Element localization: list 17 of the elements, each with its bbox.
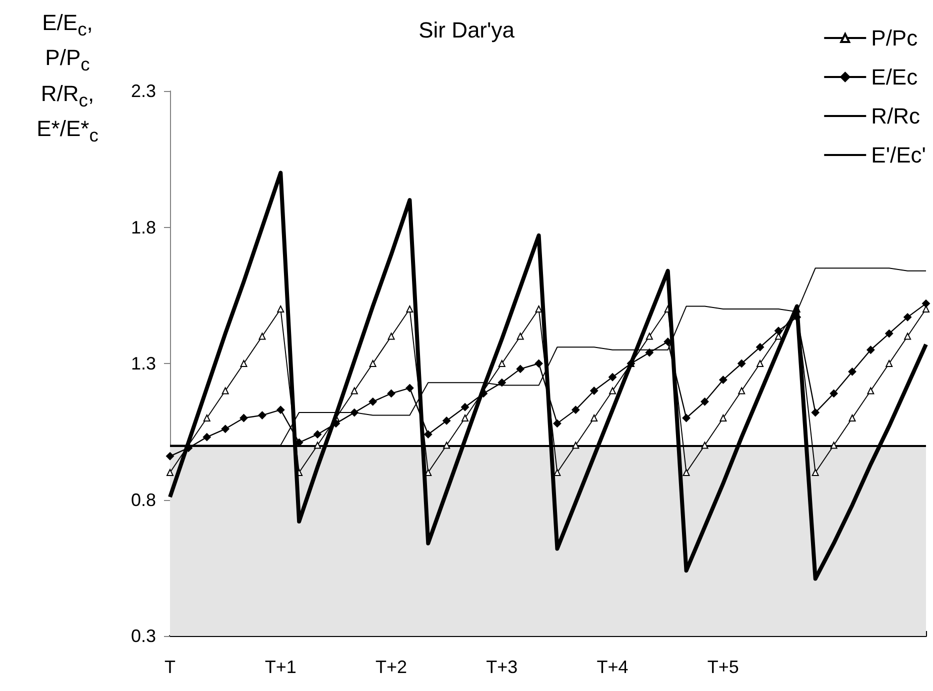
- legend-label: P/Pc: [871, 26, 918, 50]
- x-tick-label: T+2: [376, 657, 408, 677]
- y-tick-label: 1.3: [130, 354, 156, 374]
- y-tick-label: 0.3: [130, 626, 156, 646]
- chart-title: Sir Dar'ya: [418, 18, 516, 42]
- legend-label: E'/Ec': [871, 142, 926, 168]
- x-tick-label: T: [164, 657, 176, 677]
- x-tick-label: T+4: [596, 657, 628, 677]
- legend-label: E/Ec: [871, 64, 918, 90]
- y-tick-label: 0.8: [130, 490, 156, 510]
- text: E/E$_{c}$, P/P$_{c}$ R/R$_{c}$, E*/E*$_{c}$: [36, 10, 98, 146]
- y-tick-label: 2.3: [130, 81, 156, 101]
- x-tick-label: T+1: [264, 657, 296, 677]
- x-tick-label: T+5: [707, 657, 739, 677]
- y-tick-label: 1.8: [130, 217, 156, 238]
- legend-label: R/Rc: [871, 104, 920, 128]
- x-tick-label: T+3: [486, 657, 518, 677]
